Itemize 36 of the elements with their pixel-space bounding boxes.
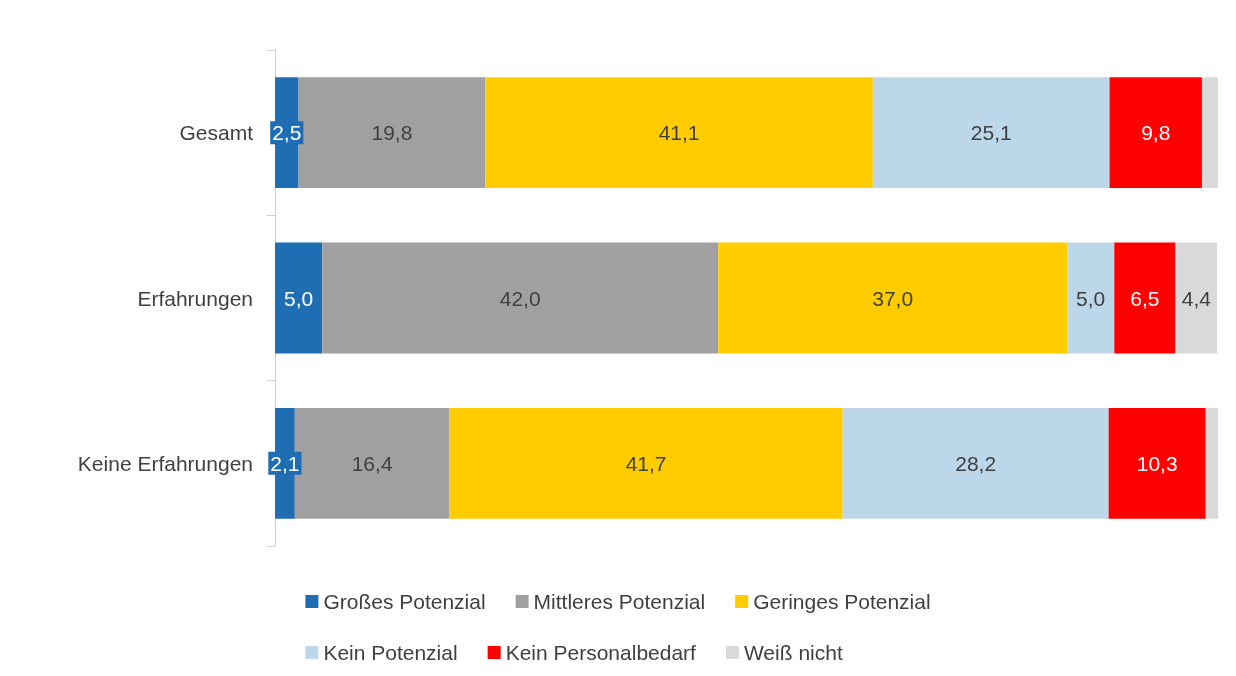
- data-label: 16,4: [351, 451, 393, 475]
- data-label: 6,5: [1130, 286, 1160, 310]
- legend-label: Weiß nicht: [743, 641, 843, 664]
- bar: [1109, 77, 1202, 189]
- legend-label: Mittleres Potenzial: [533, 590, 706, 613]
- data-label: 41,1: [658, 121, 700, 145]
- data-label: 10,3: [1136, 451, 1178, 475]
- bar: [718, 242, 1068, 354]
- data-label: 19,8: [371, 121, 413, 145]
- data-label: 41,7: [625, 451, 667, 475]
- data-label: 2,5: [272, 121, 302, 145]
- y-tick-label: Erfahrungen: [137, 286, 253, 310]
- data-label: 4,4: [1181, 286, 1212, 310]
- data-label: 9,8: [1141, 121, 1171, 145]
- data-label: 2,1: [270, 451, 300, 475]
- y-tick-label: Gesamt: [179, 121, 254, 145]
- legend-label: Großes Potenzial: [323, 590, 486, 613]
- data-label: 25,1: [970, 121, 1012, 145]
- data-label: 42,0: [499, 286, 541, 310]
- bar: [1205, 407, 1218, 519]
- legend-label: Kein Personalbedarf: [505, 641, 697, 664]
- bar: [322, 242, 719, 354]
- data-label: 5,0: [1076, 286, 1106, 310]
- bar: [842, 407, 1109, 519]
- bar: [872, 77, 1110, 189]
- bar: [1108, 407, 1206, 519]
- legend-label: Geringes Potenzial: [753, 590, 931, 613]
- bar: [449, 407, 843, 519]
- legend-label: Kein Potenzial: [323, 641, 458, 664]
- y-tick-label: Keine Erfahrungen: [77, 451, 253, 475]
- bar: [1114, 242, 1176, 354]
- data-label: 5,0: [283, 286, 314, 310]
- data-label: 37,0: [872, 286, 914, 310]
- bar: [485, 77, 873, 189]
- data-label: 28,2: [955, 451, 997, 475]
- bar: [1201, 77, 1218, 189]
